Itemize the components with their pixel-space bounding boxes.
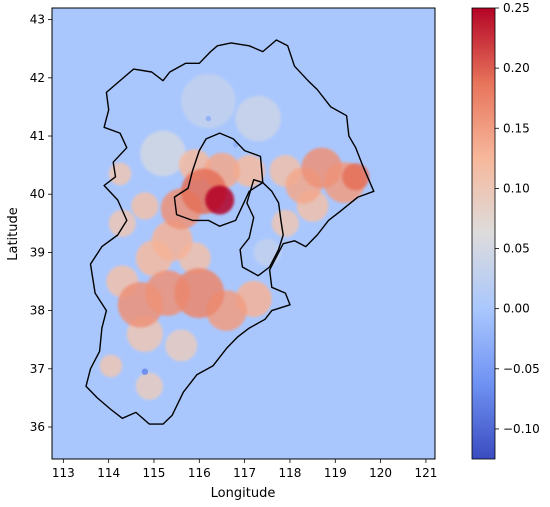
hotspot (233, 155, 266, 187)
lowspot (141, 368, 149, 375)
y-tick-label: 37 (30, 362, 45, 376)
y-tick-label: 40 (30, 187, 45, 201)
y-tick-label: 36 (30, 420, 45, 434)
colorbar-tick-label: 0.05 (503, 242, 530, 256)
x-axis-ticks: 113 114 115 116 117 118 119 120 121 (52, 459, 437, 480)
x-tick-label: 115 (143, 466, 166, 480)
y-tick-label: 43 (30, 13, 45, 27)
y-tick-label: 42 (30, 71, 45, 85)
axes-frame (51, 7, 436, 460)
colorbar-tick-label: 0.10 (503, 181, 530, 195)
hotspot (108, 162, 132, 186)
colorbar: −0.10 −0.05 0.00 0.05 0.10 0.15 0.20 0.25 (471, 1, 540, 460)
x-tick-label: 117 (233, 466, 256, 480)
colorbar-tick-label: −0.05 (503, 362, 540, 376)
hotspot (99, 354, 123, 378)
colorbar-ticks: −0.10 −0.05 0.00 0.05 0.10 0.15 0.20 0.25 (495, 1, 540, 436)
hotspot (131, 192, 159, 220)
colorbar-tick-label: 0.20 (503, 61, 530, 75)
y-axis-label: Latitude (6, 207, 21, 261)
map-axes: 113 114 115 116 117 118 119 120 121 36 37 38 39 40 41… (6, 7, 437, 501)
colorbar-tick-label: −0.10 (503, 422, 540, 436)
hotspot (165, 329, 198, 362)
x-tick-label: 116 (188, 466, 211, 480)
map-background (52, 8, 435, 459)
hotspot (271, 209, 299, 237)
y-tick-label: 39 (30, 245, 45, 259)
x-tick-label: 118 (279, 466, 302, 480)
hotspot (235, 95, 281, 142)
hotspot (301, 147, 343, 189)
hotspot (205, 185, 235, 215)
boundary-beijing (173, 132, 264, 227)
boundary-tianjin (239, 179, 284, 277)
province-boundaries (85, 39, 375, 425)
hotspot (174, 268, 225, 318)
colorbar-tick-label: 0.00 (503, 302, 530, 316)
colorbar-gradient (471, 7, 496, 460)
x-tick-label: 120 (369, 466, 392, 480)
y-tick-label: 41 (30, 129, 45, 143)
hotspot-layer (99, 73, 370, 400)
x-tick-label: 121 (414, 466, 437, 480)
hotspot (108, 209, 136, 237)
hotspot (140, 130, 186, 177)
colorbar-tick-label: 0.15 (503, 121, 530, 135)
hotspot (151, 220, 193, 262)
boundary-hebei (85, 39, 375, 425)
hotspot (135, 372, 163, 400)
x-tick-label: 113 (52, 466, 75, 480)
x-tick-label: 114 (97, 466, 120, 480)
hotspot (342, 163, 370, 191)
y-tick-label: 38 (30, 304, 45, 318)
y-axis-ticks: 36 37 38 39 40 41 42 43 (30, 13, 52, 434)
x-axis-label: Longitude (211, 486, 276, 501)
x-tick-label: 119 (324, 466, 347, 480)
hotspot (117, 282, 164, 328)
colorbar-tick-label: 0.25 (503, 1, 530, 15)
lowspot (205, 115, 212, 122)
hotspot (181, 73, 236, 129)
